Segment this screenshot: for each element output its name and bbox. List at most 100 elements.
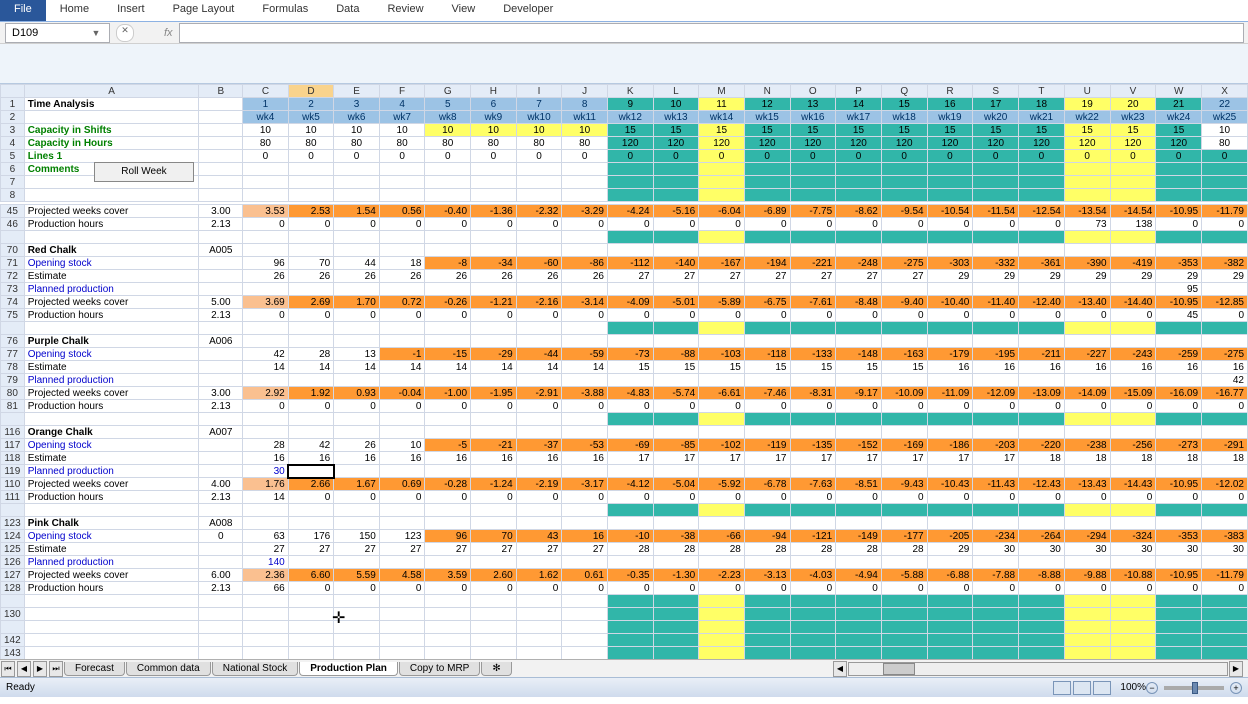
cell[interactable]	[471, 176, 517, 189]
row-label[interactable]: Planned production	[24, 465, 199, 478]
cell[interactable]	[790, 163, 836, 176]
cell[interactable]: 10	[562, 124, 608, 137]
cell[interactable]: 0	[379, 150, 425, 163]
cell[interactable]: -1.30	[653, 569, 699, 582]
cell[interactable]: 0	[1156, 400, 1202, 413]
cell[interactable]: -8.31	[790, 387, 836, 400]
cell[interactable]: -5.01	[653, 296, 699, 309]
cell[interactable]: 0	[973, 400, 1019, 413]
b-value[interactable]	[199, 439, 243, 452]
row-header[interactable]: 123	[1, 517, 25, 530]
sheet-nav-next[interactable]: ▶	[33, 661, 47, 677]
cell[interactable]	[288, 413, 334, 426]
cell[interactable]	[927, 595, 973, 608]
cell[interactable]	[927, 621, 973, 634]
cell[interactable]: -8.51	[836, 478, 882, 491]
cell[interactable]: -332	[973, 257, 1019, 270]
cell[interactable]: -203	[973, 439, 1019, 452]
cell[interactable]	[1019, 322, 1065, 335]
cell[interactable]	[927, 189, 973, 202]
cell[interactable]	[471, 556, 517, 569]
cell[interactable]	[1019, 647, 1065, 660]
cell[interactable]	[836, 374, 882, 387]
cell[interactable]	[24, 647, 199, 660]
cell[interactable]: -294	[1064, 530, 1110, 543]
cell[interactable]	[1202, 647, 1248, 660]
row-label[interactable]: Planned production	[24, 283, 199, 296]
cell[interactable]	[744, 374, 790, 387]
cell[interactable]: -3.17	[562, 478, 608, 491]
row-header[interactable]	[1, 322, 25, 335]
cell[interactable]	[1202, 608, 1248, 621]
col-header-I[interactable]: I	[516, 85, 562, 98]
cell[interactable]	[1156, 322, 1202, 335]
cell[interactable]	[1156, 608, 1202, 621]
cell[interactable]	[1019, 335, 1065, 348]
cell[interactable]: 0	[973, 218, 1019, 231]
cell[interactable]: 120	[881, 137, 927, 150]
cell[interactable]	[1110, 176, 1156, 189]
col-header-D[interactable]: D	[288, 85, 334, 98]
cell[interactable]: 0	[744, 150, 790, 163]
cell[interactable]: 0	[699, 491, 745, 504]
cell[interactable]: 0	[881, 400, 927, 413]
cell[interactable]: 0	[562, 491, 608, 504]
row-header[interactable]: 78	[1, 361, 25, 374]
cell[interactable]: 0	[425, 400, 471, 413]
cell[interactable]	[744, 647, 790, 660]
cell[interactable]: -112	[607, 257, 653, 270]
cell[interactable]: -5.89	[699, 296, 745, 309]
cell[interactable]	[744, 595, 790, 608]
cell[interactable]: 0	[744, 309, 790, 322]
cell[interactable]	[425, 163, 471, 176]
cell[interactable]: 80	[562, 137, 608, 150]
cell[interactable]	[1110, 426, 1156, 439]
cell[interactable]: -11.79	[1202, 205, 1248, 218]
cell[interactable]: -121	[790, 530, 836, 543]
cell[interactable]: 1	[243, 98, 289, 111]
col-header-F[interactable]: F	[379, 85, 425, 98]
cell[interactable]	[471, 244, 517, 257]
cell[interactable]	[199, 163, 243, 176]
cell[interactable]: -9.40	[881, 296, 927, 309]
cell[interactable]	[973, 504, 1019, 517]
row-header[interactable]: 46	[1, 218, 25, 231]
ribbon-tab-review[interactable]: Review	[373, 0, 437, 21]
row-label[interactable]: Estimate	[24, 361, 199, 374]
cell[interactable]: 0	[699, 400, 745, 413]
row-label[interactable]: Estimate	[24, 543, 199, 556]
cell[interactable]: 0.93	[334, 387, 380, 400]
cell[interactable]: 15	[973, 124, 1019, 137]
cell[interactable]: -11.79	[1202, 569, 1248, 582]
cell[interactable]	[425, 189, 471, 202]
cell[interactable]	[199, 504, 243, 517]
cell[interactable]	[699, 517, 745, 530]
cell[interactable]	[379, 556, 425, 569]
cell[interactable]: -86	[562, 257, 608, 270]
cell[interactable]: 3.69	[243, 296, 289, 309]
cell[interactable]: -169	[881, 439, 927, 452]
row-label[interactable]: Opening stock	[24, 530, 199, 543]
cell[interactable]	[607, 335, 653, 348]
sheet-nav-last[interactable]: ⏭	[49, 661, 63, 677]
cell[interactable]: 27	[425, 543, 471, 556]
cell[interactable]	[379, 244, 425, 257]
cell[interactable]: 0	[288, 150, 334, 163]
cell[interactable]	[516, 504, 562, 517]
cell[interactable]	[973, 322, 1019, 335]
cell[interactable]: 16	[1019, 361, 1065, 374]
cell[interactable]: -163	[881, 348, 927, 361]
cell[interactable]	[243, 283, 289, 296]
cell[interactable]	[653, 634, 699, 647]
cell[interactable]: 3.59	[425, 569, 471, 582]
cell[interactable]: 96	[425, 530, 471, 543]
cell[interactable]	[790, 647, 836, 660]
cell[interactable]: 0	[973, 309, 1019, 322]
cell[interactable]	[1156, 374, 1202, 387]
cancel-formula-icon[interactable]: ✕	[116, 24, 134, 42]
row-header[interactable]: 124	[1, 530, 25, 543]
cell[interactable]	[973, 335, 1019, 348]
cell[interactable]	[881, 621, 927, 634]
ribbon-tab-developer[interactable]: Developer	[489, 0, 567, 21]
cell[interactable]	[471, 621, 517, 634]
